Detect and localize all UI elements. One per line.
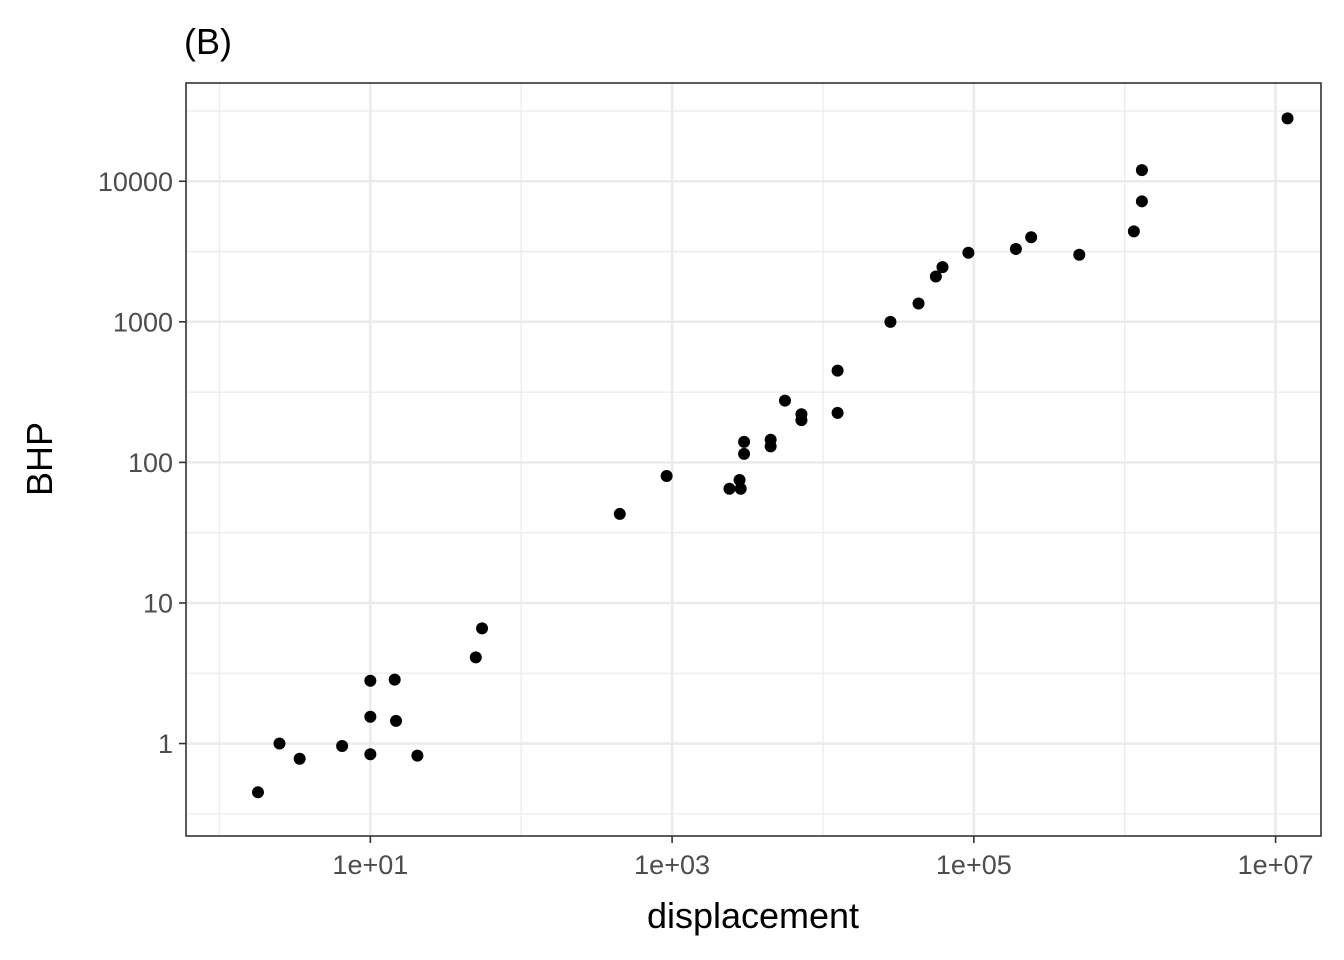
data-point	[613, 507, 626, 520]
data-point	[1135, 195, 1148, 208]
data-points	[251, 112, 1294, 799]
x-tick-label: 1e+01	[332, 850, 408, 880]
x-tick-label: 1e+05	[936, 850, 1012, 880]
y-axis-ticks: 1 10 100 1000 10000	[98, 167, 186, 759]
data-point	[912, 297, 925, 310]
x-tick-label: 1e+03	[634, 850, 710, 880]
data-point	[251, 786, 264, 799]
y-tick-label: 1	[158, 729, 173, 759]
data-point	[1135, 164, 1148, 177]
data-point	[738, 447, 751, 460]
data-point	[929, 270, 942, 283]
data-point	[738, 435, 751, 448]
data-point	[831, 364, 844, 377]
data-point	[364, 748, 377, 761]
data-point	[795, 414, 808, 427]
data-point	[1025, 231, 1038, 244]
data-point	[936, 261, 949, 274]
y-tick-label: 10000	[98, 167, 173, 197]
data-point	[411, 749, 424, 762]
chart-title: (B)	[184, 21, 232, 62]
data-point	[469, 651, 482, 664]
data-point	[1009, 242, 1022, 255]
y-tick-label: 100	[128, 448, 173, 478]
plot-panel-border	[185, 82, 1322, 837]
data-point	[1127, 225, 1140, 238]
data-point	[273, 737, 286, 750]
x-axis-ticks: 1e+01 1e+03 1e+05 1e+07	[332, 836, 1314, 880]
x-tick-label: 1e+07	[1238, 850, 1314, 880]
data-point	[778, 394, 791, 407]
data-point	[388, 673, 401, 686]
data-point	[476, 622, 489, 635]
data-point	[723, 482, 736, 495]
data-point	[831, 406, 844, 419]
data-point	[1281, 112, 1294, 125]
x-axis-title: displacement	[647, 895, 859, 936]
data-point	[390, 714, 403, 727]
y-tick-label: 10	[143, 588, 173, 618]
data-point	[884, 315, 897, 328]
data-point	[293, 752, 306, 765]
y-tick-label: 1000	[113, 307, 173, 337]
data-point	[364, 710, 377, 723]
data-point	[660, 470, 673, 483]
data-point	[962, 246, 975, 259]
data-point	[764, 433, 777, 446]
y-axis-title: BHP	[19, 422, 60, 496]
data-point	[336, 740, 349, 753]
data-point	[1073, 248, 1086, 261]
data-point	[364, 674, 377, 687]
data-point	[733, 473, 746, 486]
data-point	[734, 482, 747, 495]
grid-lines	[186, 83, 1321, 836]
